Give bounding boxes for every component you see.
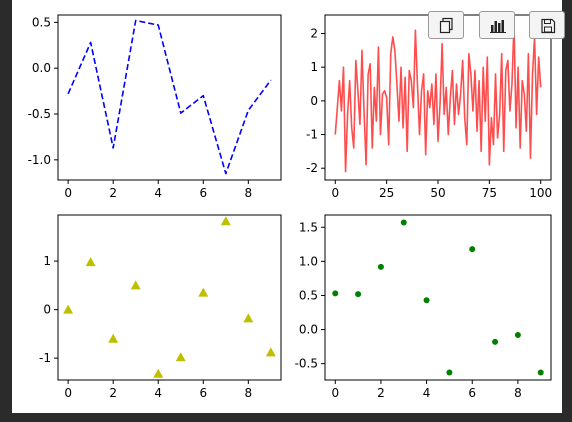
data-point [265, 347, 276, 357]
y-tick-label: 0 [310, 94, 318, 108]
x-tick-label: 8 [245, 186, 253, 200]
data-point [175, 352, 186, 362]
save-icon [541, 18, 556, 34]
x-tick-label: 0 [331, 386, 339, 400]
y-tick-label: -0.5 [28, 107, 51, 121]
save-button[interactable] [529, 11, 565, 39]
y-tick-label: -0.5 [295, 357, 318, 371]
data-point [355, 291, 362, 298]
x-tick-label: 8 [245, 386, 253, 400]
x-tick-label: 0 [64, 186, 72, 200]
toolbar [428, 11, 568, 43]
x-tick-label: 100 [529, 186, 552, 200]
axes-frame [324, 214, 552, 381]
data-point [514, 332, 521, 338]
subplot-4: 0 2 4 6 8 -0.5 0.0 0.5 1.0 1.5 [295, 214, 552, 400]
x-tick-label: 75 [482, 186, 497, 200]
data-point [446, 369, 453, 376]
x-tick-label: 4 [423, 386, 431, 400]
y-tick-label: 2 [310, 27, 318, 41]
data-point [243, 313, 254, 323]
data-point [85, 257, 96, 267]
data-point [537, 369, 544, 376]
axes-frame [57, 14, 282, 181]
copy-button[interactable] [428, 11, 464, 39]
data-point [400, 219, 407, 226]
subplot-1: 0 2 4 6 8 -1.0 -0.5 0.0 0.5 [28, 14, 282, 200]
data-point [469, 246, 476, 253]
data-point [108, 333, 119, 343]
x-tick-label: 8 [514, 386, 522, 400]
data-point [332, 290, 339, 297]
y-tick-label: -2 [306, 161, 318, 175]
y-tick-label: 1 [310, 60, 318, 74]
series-line [67, 19, 272, 175]
x-tick-label: 25 [379, 186, 394, 200]
series-line [334, 22, 542, 173]
x-tick-label: 6 [199, 186, 207, 200]
x-tick-label: 4 [154, 186, 162, 200]
y-tick-label: -1.0 [28, 153, 51, 167]
copy-icon [439, 17, 453, 34]
data-point [377, 263, 384, 270]
y-tick-label: -1 [306, 128, 318, 142]
data-point [153, 368, 164, 378]
x-tick-label: 0 [331, 186, 339, 200]
y-tick-label: 1 [43, 254, 51, 268]
data-point [220, 216, 231, 226]
y-tick-label: 0.5 [299, 288, 318, 302]
y-tick-label: -1 [39, 351, 51, 365]
x-tick-label: 0 [64, 386, 72, 400]
figure-canvas: 0 2 4 6 8 -1.0 -0.5 0.0 0.5 0 25 50 75 100 -2 -1 0 1 2 0 2 4 6… [12, 0, 562, 413]
data-point [130, 280, 141, 290]
chart-options-button[interactable] [479, 11, 515, 39]
y-tick-label: 1.5 [299, 220, 318, 234]
x-tick-label: 2 [109, 386, 117, 400]
data-point [63, 304, 74, 314]
y-tick-label: 0.5 [32, 15, 51, 29]
data-point [423, 297, 430, 304]
x-tick-label: 2 [377, 386, 385, 400]
data-point [198, 287, 209, 297]
x-tick-label: 6 [468, 386, 476, 400]
x-tick-label: 6 [199, 386, 207, 400]
y-tick-label: 0.0 [32, 61, 51, 75]
y-tick-label: 1.0 [299, 254, 318, 268]
axes-frame [57, 214, 282, 381]
x-tick-label: 4 [154, 386, 162, 400]
bar-chart-icon [490, 20, 506, 33]
y-tick-label: 0 [43, 303, 51, 317]
y-tick-label: 0.0 [299, 323, 318, 337]
x-tick-label: 2 [109, 186, 117, 200]
subplot-2: 0 25 50 75 100 -2 -1 0 1 2 [306, 14, 552, 200]
data-point [492, 338, 499, 345]
subplot-3: 0 2 4 6 8 -1 0 1 [39, 214, 282, 400]
x-tick-label: 50 [430, 186, 445, 200]
